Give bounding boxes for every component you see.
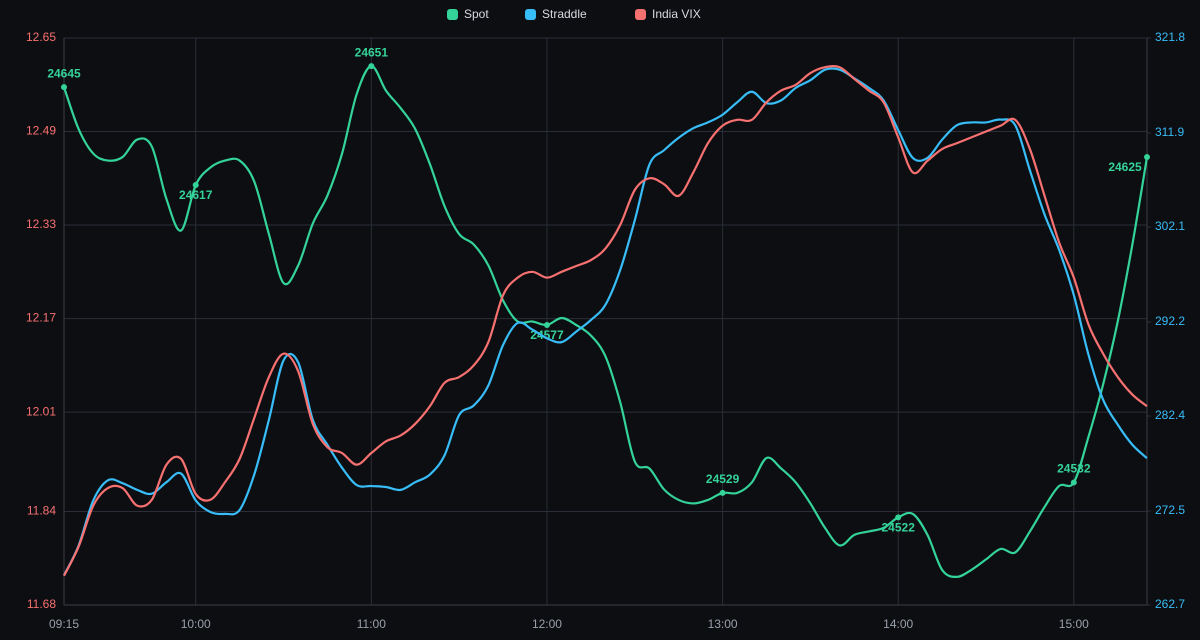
data-point xyxy=(895,514,902,521)
x-tick-label: 10:00 xyxy=(181,617,211,631)
data-label: 24651 xyxy=(355,45,389,59)
y2-tick-label: 262.7 xyxy=(1155,597,1185,611)
data-label: 24522 xyxy=(882,521,916,535)
data-label: 24645 xyxy=(47,66,81,80)
y2-tick-label: 311.9 xyxy=(1155,125,1184,139)
x-tick-label: 15:00 xyxy=(1059,617,1089,631)
y-tick-label: 11.68 xyxy=(27,597,56,611)
series-line xyxy=(63,65,1148,577)
legend-swatch[interactable] xyxy=(635,9,646,20)
y-tick-label: 11.84 xyxy=(27,504,56,518)
legend-label[interactable]: Spot xyxy=(464,7,489,21)
x-tick-label: 14:00 xyxy=(883,617,913,631)
data-label: 24617 xyxy=(179,188,213,202)
data-point xyxy=(1144,154,1150,161)
data-label: 24529 xyxy=(706,472,740,486)
series-line xyxy=(63,67,1148,576)
y2-tick-label: 272.5 xyxy=(1155,503,1185,517)
y2-tick-label: 282.4 xyxy=(1155,408,1185,422)
data-point xyxy=(543,321,550,328)
y-tick-label: 12.65 xyxy=(26,30,56,44)
legend-swatch[interactable] xyxy=(525,9,536,20)
y2-tick-label: 321.8 xyxy=(1155,30,1185,44)
legend-label[interactable]: India VIX xyxy=(652,7,701,21)
y2-tick-label: 292.2 xyxy=(1155,314,1185,328)
data-label: 24532 xyxy=(1057,462,1091,476)
legend-label[interactable]: Straddle xyxy=(542,7,587,21)
y-tick-label: 12.01 xyxy=(26,404,56,418)
data-point xyxy=(719,489,726,496)
data-point xyxy=(61,84,67,91)
data-point xyxy=(1070,479,1077,486)
y-tick-label: 12.33 xyxy=(26,217,56,231)
data-label: 24577 xyxy=(530,328,564,342)
data-point xyxy=(368,63,375,70)
x-tick-label: 11:00 xyxy=(357,617,386,631)
y2-tick-label: 302.1 xyxy=(1155,219,1185,233)
x-tick-label: 13:00 xyxy=(708,617,738,631)
x-tick-label: 12:00 xyxy=(532,617,562,631)
y-tick-label: 12.49 xyxy=(26,124,56,138)
data-point xyxy=(192,182,199,189)
series-line xyxy=(62,65,1149,579)
data-label: 24625 xyxy=(1108,160,1142,174)
y-tick-label: 12.17 xyxy=(26,311,56,325)
legend-swatch[interactable] xyxy=(447,9,458,20)
x-tick-label: 09:15 xyxy=(49,617,79,631)
